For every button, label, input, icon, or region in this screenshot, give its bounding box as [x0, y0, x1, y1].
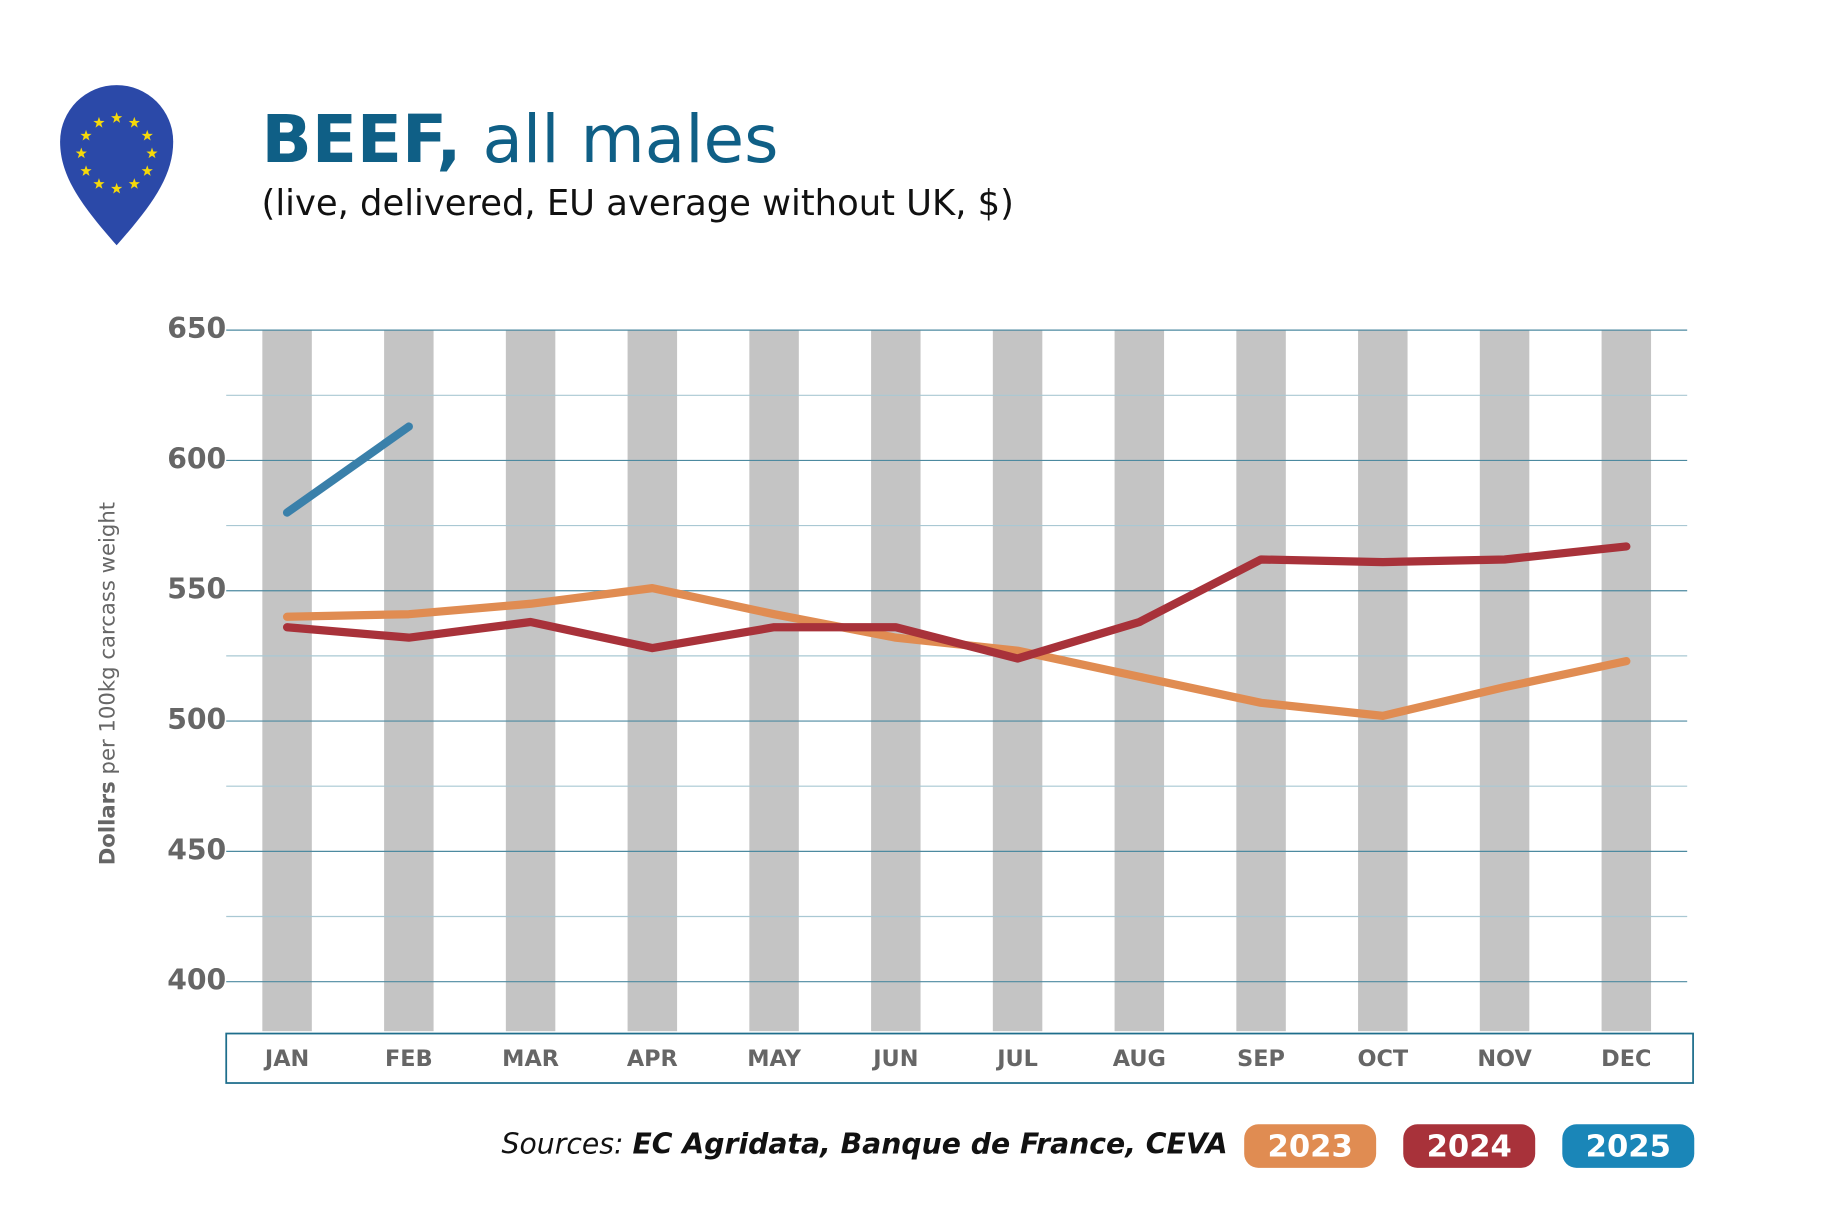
column-band	[871, 330, 921, 1032]
star	[128, 116, 140, 128]
source-names: EC Agridata, Banque de France, CEVA	[633, 1127, 1228, 1160]
source-prefix: Sources:	[502, 1127, 624, 1160]
star	[146, 147, 158, 159]
legend-swatch	[1403, 1124, 1536, 1168]
star	[93, 116, 105, 128]
column-band	[992, 330, 1043, 1032]
column-band	[749, 330, 799, 1032]
x-tick-label: JUN	[871, 1046, 918, 1072]
x-tick-label: DEC	[1601, 1046, 1651, 1072]
title-bold: BEEF,	[262, 101, 462, 178]
legend-label: 2025	[1586, 1129, 1671, 1164]
series-line	[282, 542, 1631, 663]
star	[141, 165, 153, 176]
x-tick-label: APR	[627, 1046, 678, 1072]
column-band	[1601, 330, 1652, 1032]
legend-label: 2023	[1268, 1129, 1353, 1164]
star	[80, 129, 92, 141]
chart-title: BEEF, all males	[262, 101, 779, 178]
x-tick-label: FEB	[385, 1046, 433, 1072]
legend-swatch	[1562, 1124, 1695, 1168]
star	[128, 178, 140, 189]
star	[141, 129, 153, 141]
y-tick-label: 400	[167, 964, 226, 997]
legend-label: 2024	[1427, 1129, 1512, 1164]
column-band	[1236, 330, 1286, 1032]
legend-swatch	[1244, 1124, 1377, 1168]
column-band	[505, 330, 556, 1032]
column-band	[1358, 330, 1408, 1032]
x-tick-label: SEP	[1237, 1046, 1285, 1072]
y-tick-label: 600	[167, 442, 226, 475]
star	[111, 182, 123, 194]
x-tick-label: JUL	[995, 1046, 1038, 1072]
y-tick-label: 550	[167, 573, 226, 606]
series-line	[282, 422, 413, 517]
y-label-rest: per 100kg carcass weight	[94, 502, 119, 775]
chart-subtitle: (live, delivered, EU average without UK,…	[262, 183, 1014, 224]
title-rest: all males	[482, 101, 778, 178]
column-band	[627, 330, 678, 1032]
column-band	[262, 330, 312, 1032]
column-band	[384, 330, 434, 1032]
y-tick-label: 500	[167, 703, 226, 736]
y-label-bold: Dollars	[94, 781, 119, 865]
y-tick-label: 650	[167, 312, 226, 345]
series-line	[282, 584, 1631, 720]
x-tick-label: NOV	[1477, 1046, 1532, 1072]
x-tick-label: AUG	[1113, 1046, 1166, 1072]
star	[80, 165, 92, 176]
eu-pin-icon	[60, 85, 174, 246]
y-axis-label: Dollars per 100kg carcass weight	[94, 502, 119, 865]
y-tick-label: 450	[167, 833, 226, 866]
x-tick-label: MAY	[747, 1046, 801, 1072]
star	[75, 147, 87, 159]
x-tick-label: OCT	[1357, 1046, 1408, 1072]
source-note: Sources: EC Agridata, Banque de France, …	[502, 1127, 1228, 1160]
star	[111, 112, 123, 123]
category-box	[225, 1032, 1694, 1084]
star	[93, 178, 105, 189]
x-tick-label: MAR	[502, 1046, 559, 1072]
x-tick-label: JAN	[263, 1046, 309, 1072]
